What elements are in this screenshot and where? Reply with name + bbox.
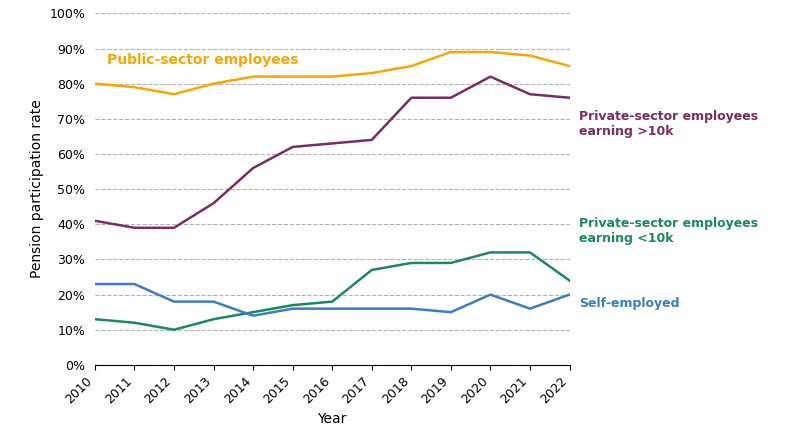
Text: Self-employed: Self-employed [579, 297, 679, 310]
Text: Public-sector employees: Public-sector employees [107, 53, 298, 67]
Text: Private-sector employees
earning <10k: Private-sector employees earning <10k [579, 217, 758, 245]
Text: Private-sector employees
earning >10k: Private-sector employees earning >10k [579, 110, 758, 138]
X-axis label: Year: Year [317, 412, 347, 426]
Y-axis label: Pension participation rate: Pension participation rate [30, 100, 44, 279]
